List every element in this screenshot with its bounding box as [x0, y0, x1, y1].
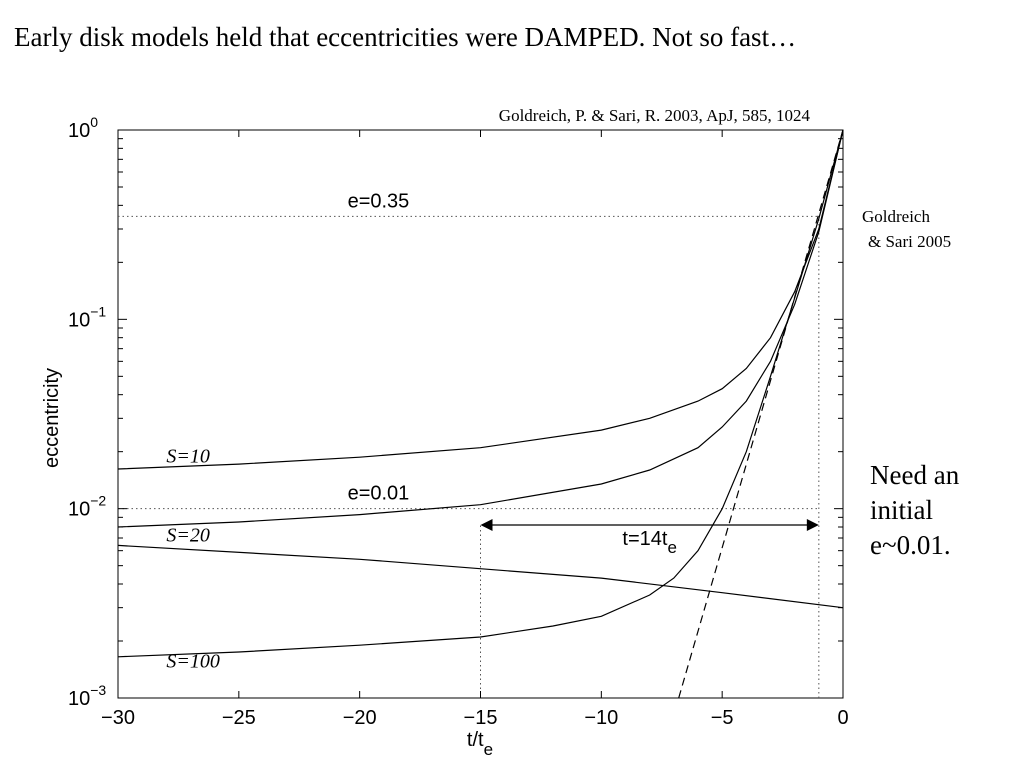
- hline-label-1: e=0.01: [348, 483, 410, 505]
- plot-layer: −30 −25 −20 −15 −10 −5 0 10−3 10−2 10−1 100 e=0.35 e…: [68, 114, 849, 729]
- y-tick-label: 10−2: [68, 493, 106, 521]
- need-line3: e~0.01.: [870, 530, 951, 560]
- series-line-decaying: [117, 544, 844, 609]
- need-line2: initial: [870, 495, 933, 525]
- curve-label-s-100: S=100: [166, 650, 220, 672]
- arrow-head-right: [806, 518, 819, 531]
- y-tick-label: 10−1: [68, 303, 106, 331]
- curve-label-s-20: S=20: [166, 525, 210, 547]
- y-tick-label: 10−3: [68, 682, 106, 710]
- need-initial-note: Need an initial e~0.01.: [870, 458, 959, 563]
- citation: Goldreich, P. & Sari, R. 2003, ApJ, 585,…: [499, 106, 811, 125]
- x-axis-label: t/te: [467, 729, 493, 759]
- x-tick-label: 0: [837, 707, 848, 729]
- arrow-label: t=14te: [622, 528, 677, 557]
- arrow-head-left: [480, 518, 493, 531]
- curve-label-s-10: S=10: [166, 446, 210, 468]
- need-line1: Need an: [870, 460, 960, 490]
- x-tick-label: −10: [584, 707, 618, 729]
- goldreich-sari-2005-line2: & Sari 2005: [868, 232, 952, 251]
- x-tick-label: −15: [464, 707, 498, 729]
- x-tick-label: −25: [222, 707, 256, 729]
- x-axis-label-subscript: e: [484, 740, 493, 759]
- series-line-s-100: [117, 129, 844, 658]
- x-tick-label: −20: [343, 707, 377, 729]
- y-axis-label: eccentricity: [41, 368, 63, 468]
- series-line-s-10: [117, 129, 844, 470]
- x-tick-label: −5: [711, 707, 734, 729]
- series-line-s-20: [117, 129, 844, 528]
- y-tick-label: 100: [68, 114, 98, 142]
- goldreich-sari-2005-note: Goldreich & Sari 2005: [862, 204, 951, 254]
- series-line-exponential-growth: [678, 129, 844, 699]
- chart-panel-background: [35, 100, 855, 720]
- hline-label-0: e=0.35: [348, 190, 410, 212]
- slide-title: Early disk models held that eccentriciti…: [14, 22, 797, 52]
- x-tick-label: −30: [101, 707, 135, 729]
- goldreich-sari-2005-line1: Goldreich: [862, 207, 930, 226]
